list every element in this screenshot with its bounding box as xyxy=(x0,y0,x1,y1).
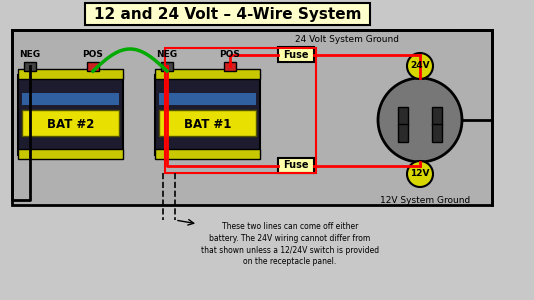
Bar xyxy=(432,124,442,142)
Bar xyxy=(278,47,314,62)
Bar xyxy=(12,30,492,205)
Circle shape xyxy=(407,161,433,187)
Bar xyxy=(398,124,408,142)
Bar xyxy=(22,110,119,136)
Bar xyxy=(159,93,256,105)
Bar xyxy=(18,149,123,159)
Text: 12V System Ground: 12V System Ground xyxy=(380,196,470,205)
Text: 24 Volt System Ground: 24 Volt System Ground xyxy=(295,35,399,44)
Bar xyxy=(161,62,173,71)
Bar xyxy=(398,107,408,125)
Text: BAT #2: BAT #2 xyxy=(47,118,94,131)
Bar xyxy=(18,75,123,155)
Bar xyxy=(22,93,119,105)
Bar xyxy=(159,110,256,136)
Text: These two lines can come off either
battery. The 24V wiring cannot differ from
t: These two lines can come off either batt… xyxy=(201,222,379,266)
Bar xyxy=(432,107,442,125)
Circle shape xyxy=(378,78,462,162)
Bar xyxy=(155,69,260,79)
Text: Fuse: Fuse xyxy=(283,160,309,170)
Bar xyxy=(278,158,314,173)
Text: BAT #1: BAT #1 xyxy=(184,118,231,131)
Circle shape xyxy=(407,53,433,79)
Bar xyxy=(85,3,370,25)
Bar xyxy=(224,62,236,71)
Text: 12 and 24 Volt – 4-Wire System: 12 and 24 Volt – 4-Wire System xyxy=(94,7,361,22)
Bar xyxy=(24,62,36,71)
Bar xyxy=(165,48,316,173)
Bar xyxy=(18,69,123,79)
Bar xyxy=(155,75,260,155)
Bar xyxy=(155,149,260,159)
Text: 12V: 12V xyxy=(410,169,430,178)
Text: POS: POS xyxy=(219,50,240,59)
Bar xyxy=(87,62,99,71)
Text: NEG: NEG xyxy=(19,50,41,59)
Text: POS: POS xyxy=(83,50,104,59)
Text: 24V: 24V xyxy=(410,61,430,70)
Text: NEG: NEG xyxy=(156,50,178,59)
Text: Fuse: Fuse xyxy=(283,50,309,59)
